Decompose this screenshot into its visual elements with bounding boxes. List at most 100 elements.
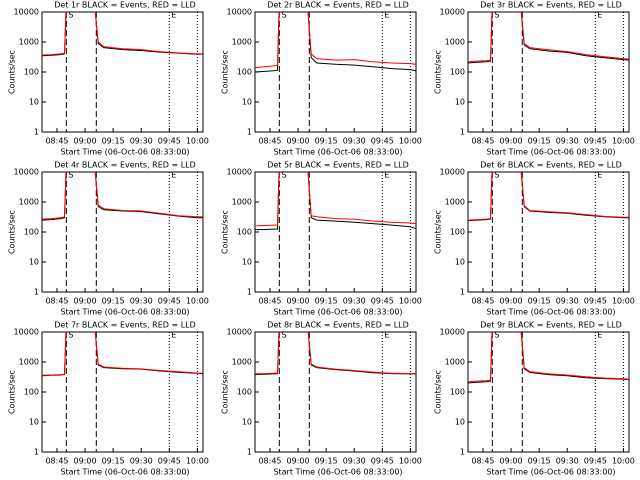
x-tick-label: 10:00	[399, 137, 422, 146]
y-tick-label: 100	[24, 388, 39, 397]
y-tick-label: 10000	[440, 328, 465, 337]
series-layer	[255, 332, 416, 376]
y-tick-label: 10	[242, 258, 252, 267]
x-tick-label: 10:00	[186, 457, 209, 466]
x-tick-label: 09:30	[343, 297, 366, 306]
annotation: E	[171, 11, 176, 20]
x-tick-label: 08:45	[258, 457, 281, 466]
x-axis-label: Start Time (06-Oct-06 08:33:00)	[486, 148, 615, 157]
y-tick-label: 100	[237, 388, 252, 397]
series-line	[468, 172, 629, 221]
x-tick-label: 09:30	[556, 137, 579, 146]
x-tick-label: 09:00	[287, 457, 310, 466]
annotation: S	[281, 11, 286, 20]
series-line	[255, 12, 416, 69]
y-axis-label: Counts/sec	[434, 210, 443, 254]
panel: Det 4r BLACK = Events, RED = LLD Start Ti…	[8, 161, 209, 317]
y-tick-label: 100	[24, 68, 39, 77]
x-tick-label: 09:30	[130, 137, 153, 146]
annotation: S	[494, 11, 499, 20]
y-tick-label: 1000	[232, 38, 252, 47]
y-tick-label: 1000	[232, 198, 252, 207]
y-tick-label: 10000	[227, 168, 252, 177]
y-tick-label: 100	[450, 68, 465, 77]
y-tick-label: 10	[29, 418, 39, 427]
y-tick-label: 10000	[14, 8, 39, 17]
annotation: E	[384, 331, 389, 340]
annotation: S	[281, 171, 286, 180]
panel-title: Det 4r BLACK = Events, RED = LLD	[54, 161, 196, 170]
y-tick-label: 10	[455, 418, 465, 427]
series-line	[468, 332, 629, 384]
series-line	[468, 12, 629, 63]
series-line	[255, 172, 416, 231]
panel-title: Det 5r BLACK = Events, RED = LLD	[267, 161, 409, 170]
panel-title: Det 6r BLACK = Events, RED = LLD	[480, 161, 622, 170]
y-tick-label: 1000	[445, 198, 465, 207]
panel: Det 5r BLACK = Events, RED = LLD Start Ti…	[221, 161, 422, 317]
annotation: E	[597, 171, 602, 180]
y-tick-label: 10000	[227, 8, 252, 17]
x-tick-label: 10:00	[399, 457, 422, 466]
y-tick-label: 1	[34, 288, 39, 297]
panel: Det 3r BLACK = Events, RED = LLD Start Ti…	[434, 1, 635, 157]
series-line	[255, 172, 416, 227]
panel-title: Det 3r BLACK = Events, RED = LLD	[480, 1, 622, 10]
y-tick-label: 10	[29, 98, 39, 107]
y-tick-label: 1	[34, 448, 39, 457]
panel-title: Det 1r BLACK = Events, RED = LLD	[54, 1, 196, 10]
x-tick-label: 10:00	[399, 297, 422, 306]
x-tick-label: 09:15	[102, 137, 125, 146]
y-tick-label: 10	[455, 98, 465, 107]
x-tick-label: 09:00	[500, 297, 523, 306]
x-tick-label: 09:00	[74, 457, 97, 466]
y-tick-label: 1	[460, 128, 465, 137]
annotation: S	[494, 171, 499, 180]
x-tick-label: 10:00	[186, 137, 209, 146]
x-tick-label: 09:45	[158, 297, 181, 306]
x-tick-label: 09:30	[556, 297, 579, 306]
panel: Det 8r BLACK = Events, RED = LLD Start Ti…	[221, 321, 422, 477]
series-layer	[468, 332, 629, 384]
y-tick-label: 1000	[19, 358, 39, 367]
x-tick-label: 09:15	[315, 137, 338, 146]
x-tick-label: 09:15	[528, 457, 551, 466]
y-axis-label: Counts/sec	[221, 370, 230, 414]
series-layer	[42, 172, 203, 221]
panel: Det 1r BLACK = Events, RED = LLD Start Ti…	[8, 1, 209, 157]
x-tick-label: 09:45	[584, 137, 607, 146]
x-tick-label: 10:00	[186, 297, 209, 306]
annotation: E	[597, 331, 602, 340]
series-line	[255, 332, 416, 376]
series-layer	[255, 12, 416, 73]
panel: Det 6r BLACK = Events, RED = LLD Start Ti…	[434, 161, 635, 317]
panel: Det 9r BLACK = Events, RED = LLD Start Ti…	[434, 321, 635, 477]
x-tick-label: 10:00	[612, 457, 635, 466]
panel: Det 2r BLACK = Events, RED = LLD Start Ti…	[221, 1, 422, 157]
y-tick-label: 10000	[440, 8, 465, 17]
x-tick-label: 08:45	[45, 457, 68, 466]
annotation: E	[384, 11, 389, 20]
y-tick-label: 10000	[14, 328, 39, 337]
x-axis-label: Start Time (06-Oct-06 08:33:00)	[486, 468, 615, 477]
x-tick-label: 09:00	[287, 137, 310, 146]
panel-title: Det 2r BLACK = Events, RED = LLD	[267, 1, 409, 10]
series-layer	[255, 172, 416, 231]
x-tick-label: 09:15	[315, 457, 338, 466]
series-line	[255, 12, 416, 73]
x-tick-label: 09:15	[528, 297, 551, 306]
annotation: S	[68, 331, 73, 340]
y-tick-label: 1	[34, 128, 39, 137]
x-axis-label: Start Time (06-Oct-06 08:33:00)	[273, 148, 402, 157]
x-tick-label: 08:45	[471, 297, 494, 306]
y-axis-label: Counts/sec	[8, 210, 17, 254]
y-tick-label: 10	[242, 418, 252, 427]
annotation: E	[171, 171, 176, 180]
x-tick-label: 09:30	[130, 297, 153, 306]
x-tick-label: 09:00	[74, 137, 97, 146]
x-tick-label: 09:00	[287, 297, 310, 306]
series-layer	[42, 332, 203, 377]
panel-title: Det 7r BLACK = Events, RED = LLD	[54, 321, 196, 330]
x-axis-label: Start Time (06-Oct-06 08:33:00)	[486, 308, 615, 317]
